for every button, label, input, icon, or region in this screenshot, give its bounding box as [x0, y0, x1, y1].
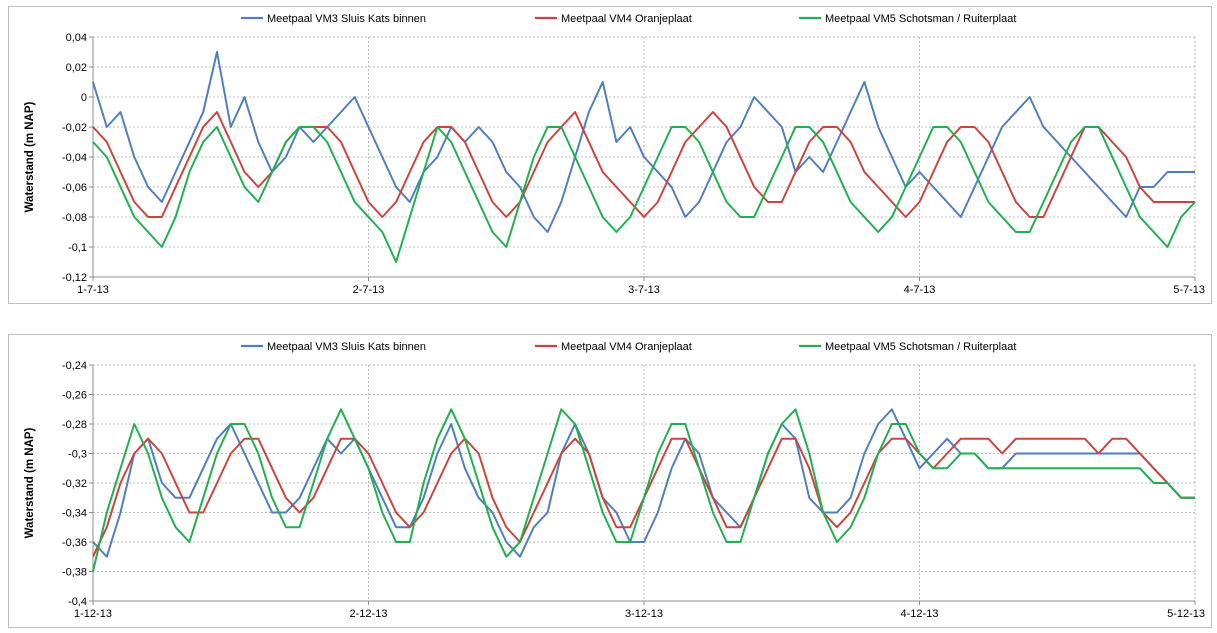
y-tick-label: -0,34 — [62, 508, 87, 520]
y-tick-label: -0,04 — [62, 152, 87, 164]
x-tick-label: 1-12-13 — [74, 608, 112, 620]
y-tick-label: 0,02 — [66, 62, 87, 74]
series-line-vm3 — [92, 408, 1195, 558]
legend-label-vm3: Meetpaal VM3 Sluis Kats binnen — [267, 13, 426, 25]
chart-july-svg: 0,04 0,02 0 -0,02 -0,04 -0,06 -0,08 -0,1 -0,121-… — [24, 13, 1205, 296]
y-tick-label: -0,28 — [62, 419, 87, 431]
legend-label-vm4: Meetpaal VM4 Oranjeplaat — [561, 13, 692, 25]
y-tick-label: -0,38 — [62, 567, 87, 579]
chart-december: -0,24 -0,26 -0,28 -0,3 -0,32 -0,34 -0,36 -0,38 -… — [8, 334, 1212, 628]
y-tick-label: -0,3 — [68, 449, 87, 461]
legend-label-vm5: Meetpaal VM5 Schotsman / Ruiterplaat — [825, 341, 1016, 353]
legend-label-vm3: Meetpaal VM3 Sluis Kats binnen — [267, 341, 426, 353]
y-tick-label: 0,04 — [66, 32, 87, 44]
y-tick-label: -0,4 — [68, 596, 87, 608]
y-tick-label: -0,08 — [62, 212, 87, 224]
x-tick-label: 2-7-13 — [353, 284, 385, 296]
x-tick-label: 4-7-13 — [904, 284, 936, 296]
y-tick-label: -0,02 — [62, 122, 87, 134]
y-axis-label: Waterstand (m NAP) — [24, 427, 36, 538]
x-tick-label: 5-7-13 — [1173, 284, 1205, 296]
y-tick-label: -0,06 — [62, 182, 87, 194]
x-tick-label: 3-12-13 — [625, 608, 663, 620]
y-axis-label: Waterstand (m NAP) — [24, 101, 36, 212]
chart-july: 0,04 0,02 0 -0,02 -0,04 -0,06 -0,08 -0,1 -0,12 1-… — [8, 6, 1212, 304]
series-line-vm3 — [92, 51, 1195, 233]
x-tick-label: 2-12-13 — [350, 608, 388, 620]
y-tick-label: -0,26 — [62, 390, 87, 402]
y-tick-label: -0,36 — [62, 537, 87, 549]
x-tick-label: 1-7-13 — [77, 284, 109, 296]
series-line-vm5 — [92, 126, 1196, 263]
legend-label-vm4: Meetpaal VM4 Oranjeplaat — [561, 341, 692, 353]
series-line-vm5 — [92, 408, 1195, 572]
y-tick-label: 0 — [81, 92, 87, 104]
x-tick-label: 3-7-13 — [628, 284, 660, 296]
y-tick-label: -0,24 — [62, 360, 87, 372]
chart-december-svg: -0,24 -0,26 -0,28 -0,3 -0,32 -0,34 -0,36 -0,38 -… — [24, 341, 1205, 620]
y-tick-label: -0,32 — [62, 478, 87, 490]
y-tick-label: -0,12 — [62, 272, 87, 284]
y-tick-label: -0,1 — [68, 242, 87, 254]
x-tick-label: 4-12-13 — [901, 608, 939, 620]
legend-label-vm5: Meetpaal VM5 Schotsman / Ruiterplaat — [825, 13, 1016, 25]
x-tick-label: 5-12-13 — [1167, 608, 1205, 620]
